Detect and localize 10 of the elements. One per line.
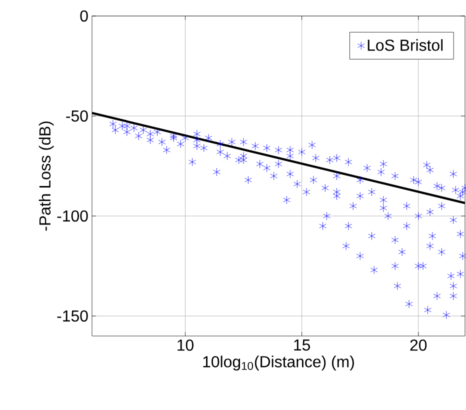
- y-axis-title: -Path Loss (dB): [38, 122, 54, 231]
- x-tick-label: 10: [178, 340, 194, 351]
- x-tick-label: 15: [294, 340, 310, 351]
- x-tick-label: 20: [410, 340, 427, 351]
- legend-label: LoS Bristol: [368, 39, 443, 51]
- y-tick-label: 0: [80, 10, 88, 22]
- y-tick-label: -50: [66, 110, 88, 122]
- x-axis-title: 10log$_{10}$(Distance) (m): [203, 356, 354, 371]
- y-tick-label: -100: [57, 210, 88, 222]
- y-tick-label: -150: [57, 310, 88, 322]
